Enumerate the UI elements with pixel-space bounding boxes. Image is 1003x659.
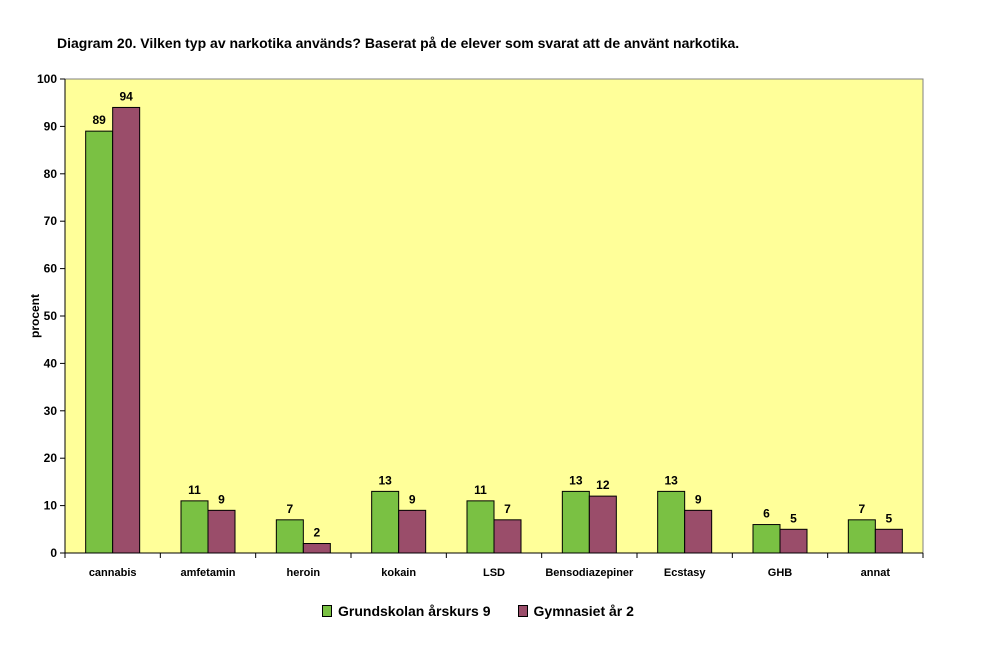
data-label-1: 13 [664, 473, 678, 487]
bar-1 [561, 490, 590, 554]
data-label-1: 11 [188, 483, 201, 497]
y-tick-label: 80 [44, 167, 58, 181]
bar-2 [874, 528, 903, 554]
y-tick-label: 0 [50, 546, 57, 560]
bar-2 [207, 509, 236, 554]
x-tick-label: heroin [287, 567, 321, 579]
plot-area [64, 78, 924, 554]
y-tick-label: 90 [44, 119, 58, 133]
y-tick-label: 70 [44, 214, 58, 228]
y-tick-label: 10 [44, 499, 58, 513]
bar-2 [493, 519, 522, 554]
x-tick-label: annat [861, 567, 891, 579]
data-label-2: 9 [218, 492, 225, 506]
data-label-2: 12 [596, 478, 610, 492]
data-label-1: 13 [378, 473, 392, 487]
bar-1 [180, 500, 209, 554]
legend-swatch-series-2 [517, 605, 528, 617]
bar-2 [684, 509, 713, 554]
bar-2 [588, 495, 617, 554]
legend-item-series-1: Grundskolan årskurs 9 [322, 603, 491, 619]
x-tick-label: Ecstasy [664, 567, 706, 579]
data-label-2: 7 [504, 502, 511, 516]
data-label-2: 5 [790, 511, 797, 525]
bar-1 [752, 524, 781, 554]
chart-title: Diagram 20. Vilken typ av narkotika anvä… [57, 35, 740, 51]
bar-1 [847, 519, 876, 554]
data-label-1: 7 [286, 502, 293, 516]
x-tick-label: amfetamin [180, 567, 235, 579]
x-tick-label: Bensodiazepiner [545, 567, 634, 579]
data-label-1: 13 [569, 473, 583, 487]
y-tick-label: 100 [37, 72, 57, 86]
data-label-2: 2 [313, 526, 320, 540]
legend-label-series-1: Grundskolan årskurs 9 [338, 603, 491, 619]
legend: Grundskolan årskurs 9 Gymnasiet år 2 [322, 603, 661, 619]
data-label-1: 89 [92, 113, 106, 127]
y-tick-label: 30 [44, 404, 58, 418]
legend-label-series-2: Gymnasiet år 2 [533, 603, 634, 619]
bar-2 [112, 106, 141, 554]
data-label-1: 6 [763, 507, 770, 521]
legend-swatch-series-1 [322, 605, 332, 617]
data-label-2: 9 [695, 492, 702, 506]
bar-1 [466, 500, 495, 554]
bar-1 [85, 130, 114, 554]
y-tick-label: 20 [44, 451, 58, 465]
y-tick-label: 40 [44, 356, 58, 370]
data-label-2: 5 [885, 511, 892, 525]
x-tick-label: LSD [483, 567, 505, 579]
y-tick-label: 60 [44, 262, 58, 276]
y-axis-title: procent [28, 294, 42, 338]
bar-1 [657, 490, 686, 554]
bar-2 [302, 543, 331, 554]
legend-item-series-2: Gymnasiet år 2 [517, 603, 634, 619]
bar-1 [371, 490, 400, 554]
data-label-2: 94 [119, 89, 133, 103]
bar-2 [779, 528, 808, 554]
x-tick-label: kokain [381, 567, 416, 579]
data-label-2: 9 [409, 492, 416, 506]
data-label-1: 7 [858, 502, 865, 516]
bar-2 [398, 509, 427, 554]
y-tick-label: 50 [44, 309, 58, 323]
x-tick-label: GHB [768, 567, 793, 579]
data-label-1: 11 [474, 483, 487, 497]
bar-1 [275, 519, 304, 554]
x-tick-label: cannabis [89, 567, 137, 579]
